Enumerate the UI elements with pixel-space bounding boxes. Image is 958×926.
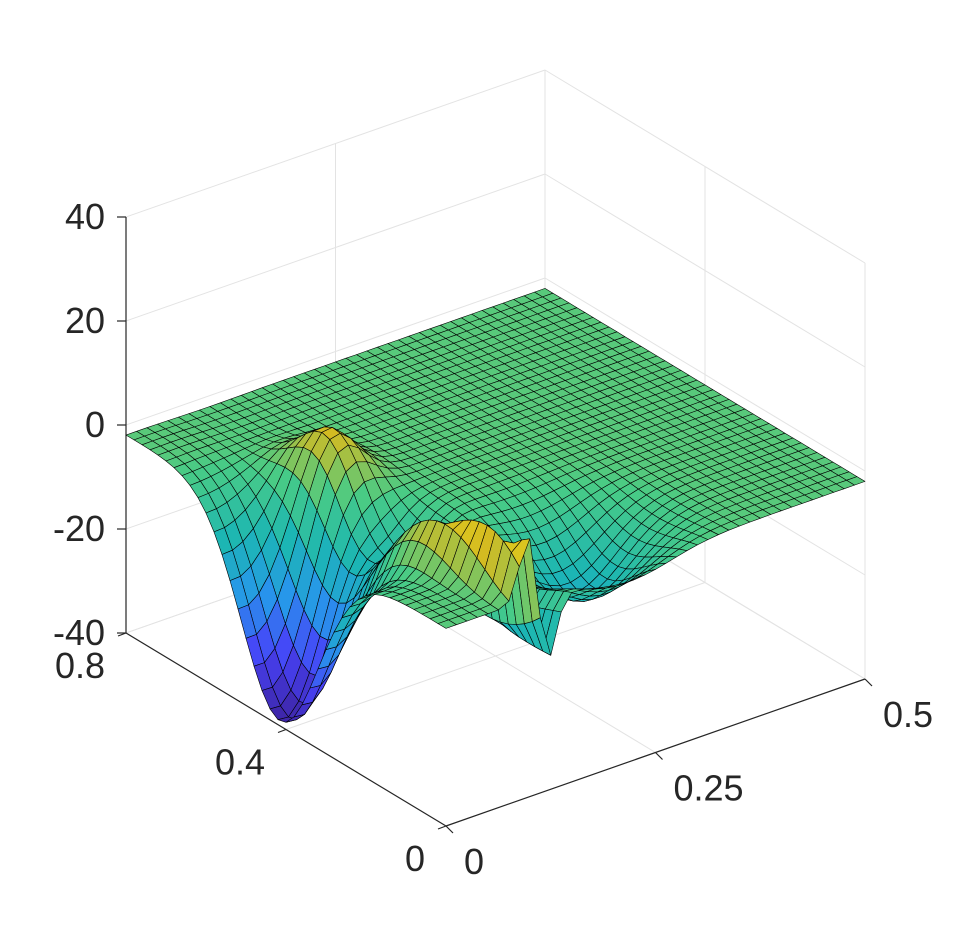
- z-tick-label: 40: [65, 196, 105, 237]
- x-tick-mark: [864, 678, 873, 687]
- x-tick-mark: [445, 825, 454, 834]
- x-tick-label: 0.5: [883, 694, 933, 735]
- x-tick-mark: [655, 752, 663, 760]
- z-tick-label: 20: [65, 300, 105, 341]
- y-tick-mark: [437, 825, 447, 830]
- z-tick-label: -20: [53, 508, 105, 549]
- surface-patch: [437, 619, 457, 629]
- x-tick-label: 0: [464, 841, 484, 882]
- axes-lines: [117, 216, 873, 834]
- z-tick-label: -40: [53, 612, 105, 653]
- grid-line-y-floor: [285, 582, 706, 730]
- y-tick-label: 0.4: [215, 742, 265, 783]
- y-tick-label: 0: [405, 838, 425, 879]
- y-tick-label: 0.8: [55, 645, 105, 686]
- x-tick-label: 0.25: [674, 768, 744, 809]
- tick-labels: 0 0.25 0.5 0 0.4 0.8-40 -20 0 20 40: [53, 196, 933, 882]
- surface-mesh: [125, 288, 866, 723]
- z-tick-label: 0: [85, 404, 105, 445]
- y-tick-mark: [277, 728, 287, 734]
